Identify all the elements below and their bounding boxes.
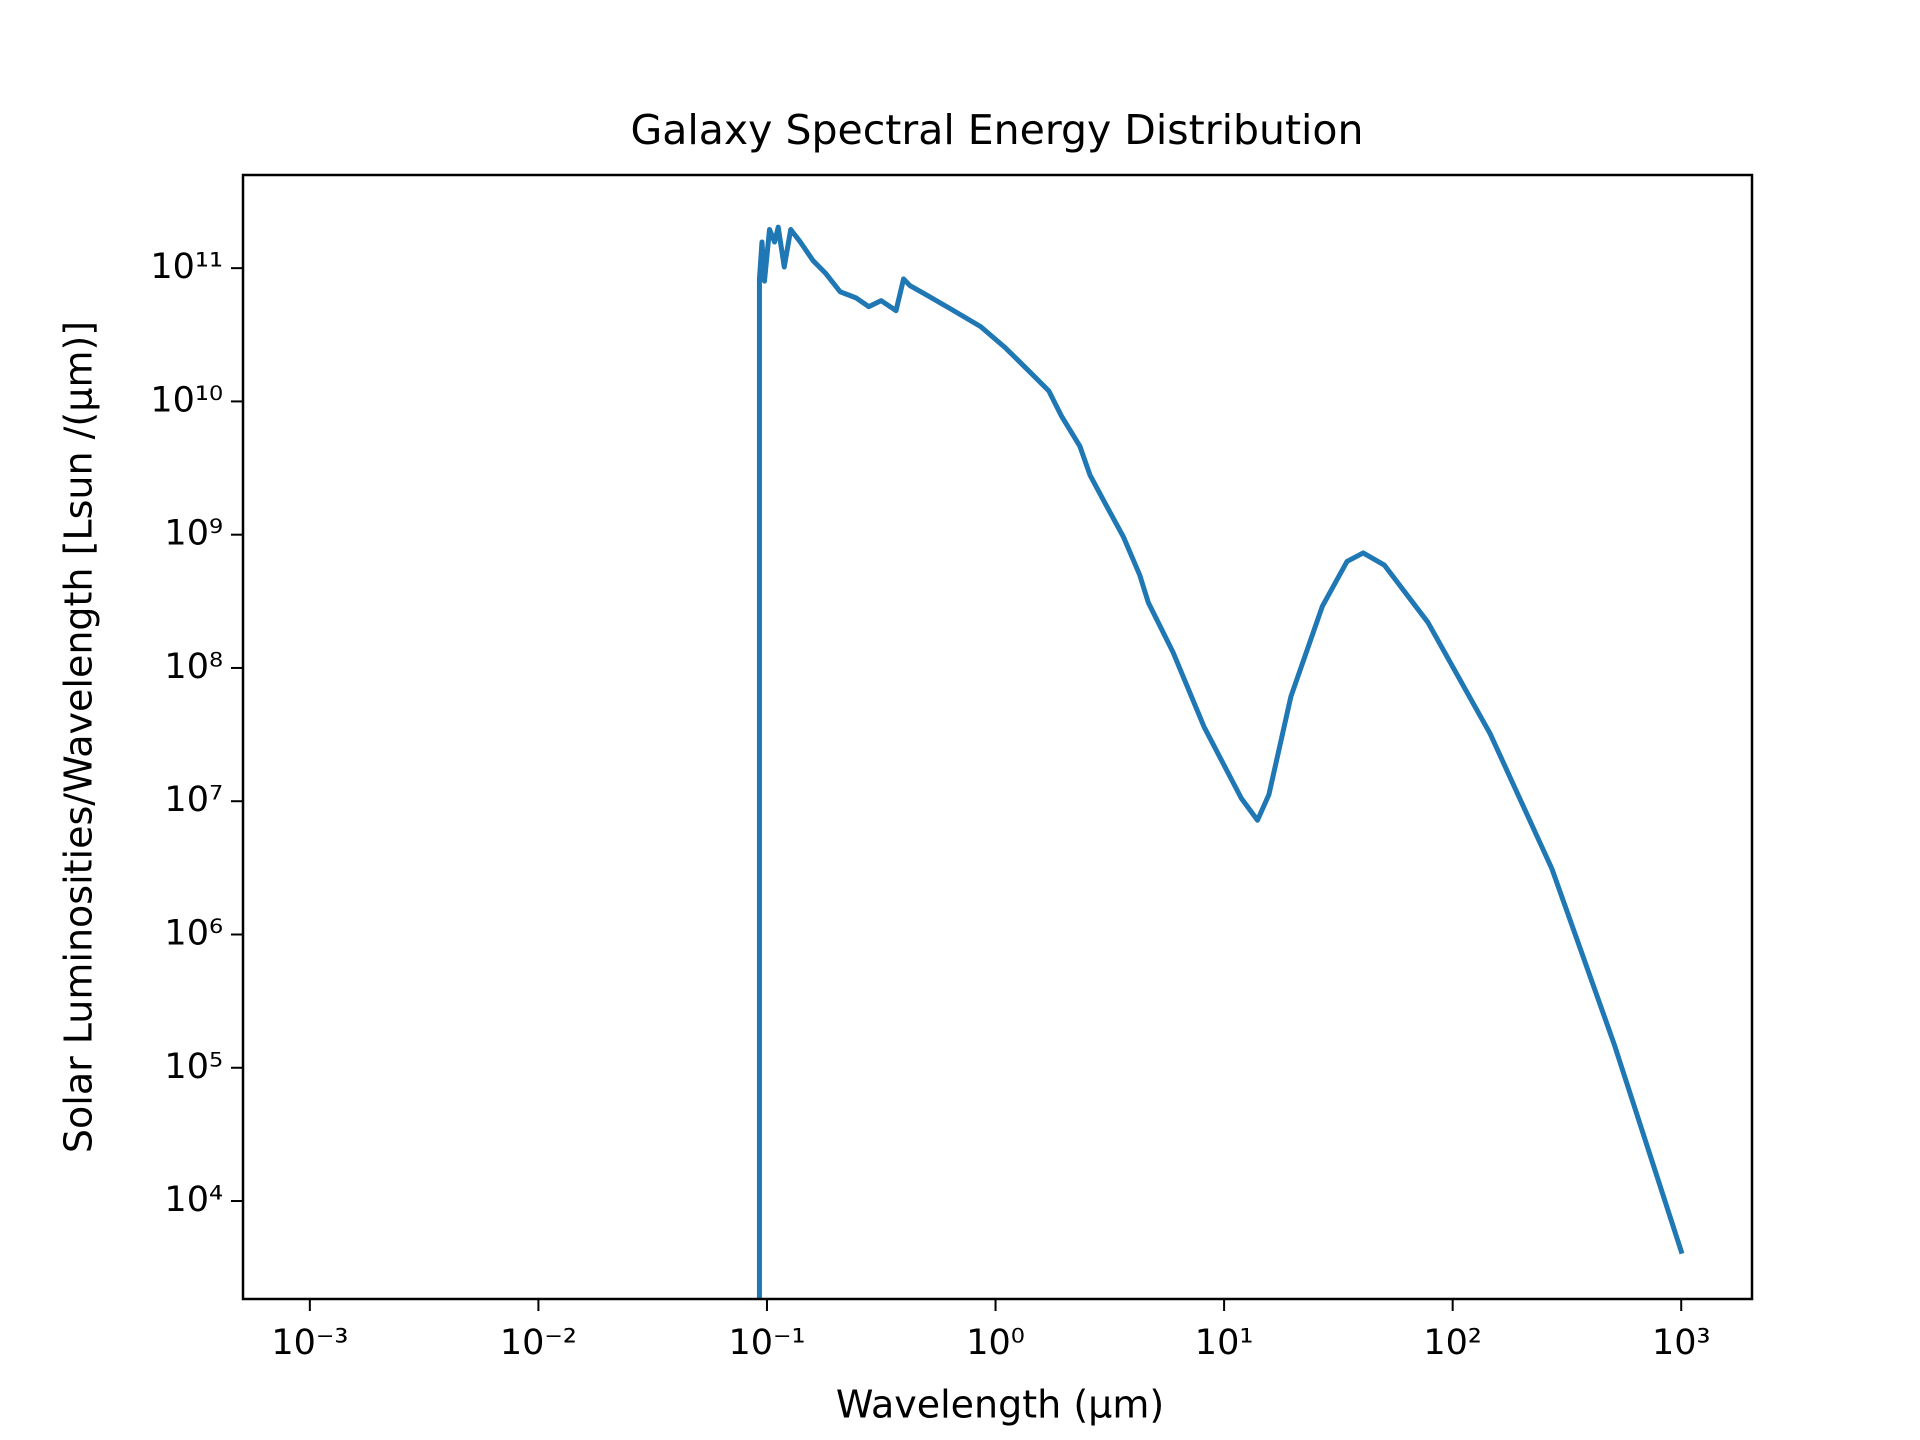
y-tick-label: 10⁸ <box>164 647 223 687</box>
y-tick-label: 10¹¹ <box>150 247 223 287</box>
y-tick-label: 10¹⁰ <box>150 380 223 420</box>
y-axis-label: Solar Luminosities/Wavelength [Lsun /(μm… <box>57 321 101 1153</box>
x-tick-label: 10¹ <box>1195 1323 1254 1363</box>
x-tick-label: 10⁰ <box>966 1323 1025 1363</box>
x-tick-label: 10⁻³ <box>271 1323 348 1363</box>
data-line <box>756 224 1685 1299</box>
y-tick-label: 10⁴ <box>164 1180 223 1220</box>
x-tick-label: 10² <box>1423 1323 1482 1363</box>
plot-area <box>756 224 1685 1299</box>
y-tick-label: 10⁶ <box>164 913 223 953</box>
x-axis-label: Wavelength (μm) <box>836 1383 1164 1427</box>
y-tick-label: 10⁵ <box>164 1047 223 1087</box>
x-tick-label: 10⁻² <box>500 1323 577 1363</box>
x-tick-label: 10⁻¹ <box>728 1323 805 1363</box>
x-tick-label: 10³ <box>1652 1323 1711 1363</box>
y-tick-label: 10⁹ <box>164 514 223 554</box>
y-tick-label: 10⁷ <box>164 780 223 820</box>
axes-frame <box>241 173 1754 1301</box>
chart-title: Galaxy Spectral Energy Distribution <box>630 106 1363 154</box>
